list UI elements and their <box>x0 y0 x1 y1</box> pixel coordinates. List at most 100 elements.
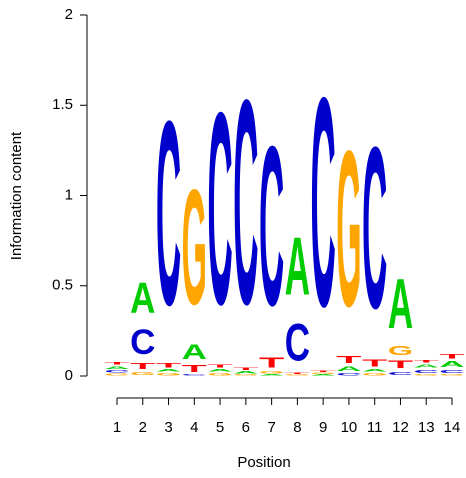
logo-letter: C <box>285 312 310 372</box>
x-tick-label: 4 <box>190 419 198 436</box>
logo-letter: C <box>104 370 129 374</box>
logo-letter: C <box>182 374 207 376</box>
logo-letter-group: A <box>130 274 155 323</box>
logo-letter: G <box>233 374 258 376</box>
y-axis-label: Information content <box>8 131 25 260</box>
logo-letter-group: A <box>439 360 464 369</box>
x-tick-label: 3 <box>164 419 172 436</box>
logo-letter: A <box>182 341 207 364</box>
logo-letter-group: C <box>285 312 310 372</box>
logo-letter-group: C <box>182 374 207 376</box>
logo-letter: G <box>362 372 387 376</box>
logo-letter: G <box>439 374 464 376</box>
logo-letter-group: T <box>259 354 284 370</box>
logo-letter: A <box>336 365 361 372</box>
logo-letter-group: G <box>388 344 413 358</box>
logo-letter-group: C <box>130 323 155 362</box>
x-tick-label: 9 <box>319 419 327 436</box>
x-tick-label: 14 <box>444 419 461 436</box>
logo-letter: T <box>156 362 181 369</box>
logo-letter: A <box>388 263 413 343</box>
logo-letter-group: G <box>414 374 439 376</box>
logo-letter: C <box>233 40 258 366</box>
y-tick-label: 0.5 <box>52 277 73 294</box>
y-tick-label: 1.5 <box>52 96 73 113</box>
logo-letter-group: G <box>311 372 336 374</box>
y-tick-label: 2 <box>65 6 73 23</box>
logo-letter-group: T <box>439 353 464 360</box>
logo-letter: C <box>130 323 155 362</box>
logo-letter-group: G <box>182 157 207 340</box>
logo-letter: C <box>388 371 413 376</box>
logo-letter-group: C <box>388 371 413 376</box>
logo-letter: G <box>130 371 155 376</box>
logo-letter-group: C <box>259 100 284 353</box>
logo-letter-group: C <box>336 373 361 377</box>
logo-letter: A <box>414 363 439 368</box>
x-tick-label: 1 <box>113 419 121 436</box>
logo-letter-group: T <box>207 363 232 368</box>
logo-letter-group: C <box>311 35 336 368</box>
logo-letter-group: A <box>259 374 284 376</box>
logo-letter-group: C <box>156 65 181 359</box>
logo-letter: A <box>233 371 258 375</box>
logo-letter-group: G <box>362 372 387 376</box>
logo-letter-group: G <box>439 374 464 376</box>
logo-letter: T <box>104 362 129 366</box>
logo-letter-group: C <box>439 369 464 374</box>
logo-letter-group: A <box>311 374 336 376</box>
x-tick-label: 6 <box>242 419 250 436</box>
logo-letter: C <box>362 99 387 356</box>
logo-letter: C <box>336 373 361 377</box>
x-tick-label: 8 <box>293 419 301 436</box>
logo-letter-group: G <box>233 374 258 376</box>
y-tick-label: 0 <box>65 367 73 384</box>
logo-letter: G <box>182 157 207 340</box>
logo-letter: G <box>414 374 439 376</box>
logo-letter: T <box>439 353 464 360</box>
logo-letter-group: T <box>362 358 387 369</box>
logo-letter: A <box>156 369 181 373</box>
logo-letter-group: A <box>285 222 310 313</box>
logo-letter: C <box>414 369 439 374</box>
logo-letter: G <box>259 371 284 375</box>
logo-letter: T <box>130 362 155 371</box>
x-tick-label: 7 <box>267 419 275 436</box>
logo-letter-group: T <box>285 372 310 374</box>
x-tick-label: 13 <box>418 419 435 436</box>
x-tick-label: 5 <box>216 419 224 436</box>
logo-letter: C <box>311 35 336 368</box>
x-tick-label: 11 <box>367 419 383 436</box>
logo-letter-group: T <box>104 362 129 366</box>
logo-letter-group: G <box>207 372 232 376</box>
logo-letter-group: T <box>311 371 336 373</box>
logo-letter-group: A <box>388 263 413 343</box>
logo-letter-group: T <box>414 360 439 364</box>
logo-letter-group: C <box>104 370 129 374</box>
logo-letter-group: G <box>104 373 129 376</box>
logo-letter: A <box>259 374 284 376</box>
logo-letter: C <box>207 56 232 362</box>
logo-letter-group: A <box>104 365 129 370</box>
logo-letter: T <box>388 358 414 370</box>
logo-letter-group: A <box>207 369 232 373</box>
logo-letter: T <box>311 371 336 373</box>
logo-letter: A <box>104 365 129 370</box>
logo-letter: T <box>336 355 361 366</box>
logo-letter: G <box>311 372 336 374</box>
logo-letter: T <box>414 360 439 364</box>
logo-letter-group: A <box>182 341 207 364</box>
x-tick-label: 12 <box>392 419 409 436</box>
logo-letter-group: T <box>388 358 414 370</box>
logo-letter: C <box>439 369 464 374</box>
x-tick-label: 2 <box>139 419 147 436</box>
logo-letter-group: T <box>182 364 207 375</box>
logo-letter: G <box>336 104 361 353</box>
logo-letter: T <box>182 364 207 375</box>
logo-letter: G <box>104 373 129 376</box>
logo-letter-group: C <box>207 56 232 362</box>
logo-letter-group: T <box>156 362 181 369</box>
logo-letter: T <box>259 354 284 370</box>
logo-letter-group: T <box>233 367 258 371</box>
